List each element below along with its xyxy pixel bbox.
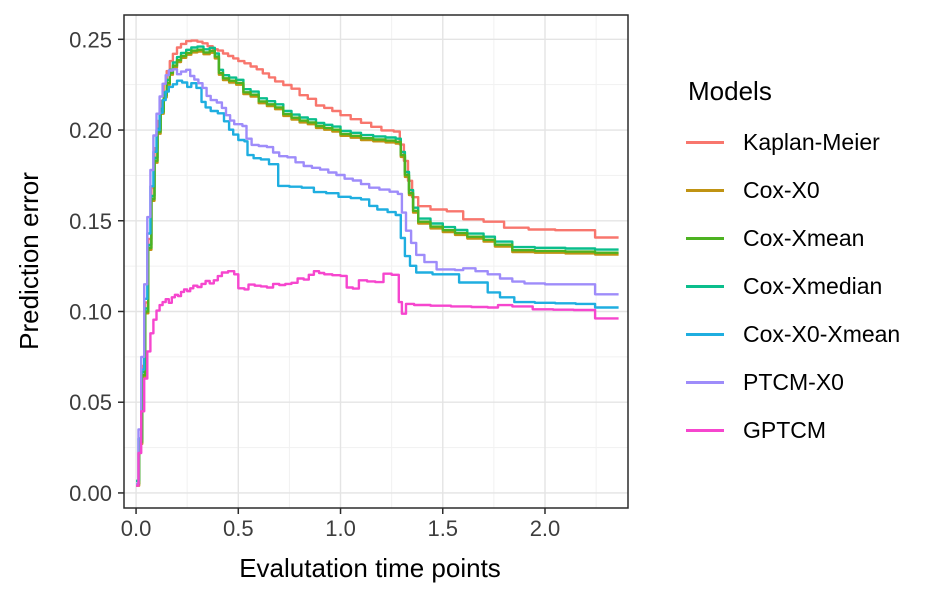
legend-item-ptcm-x0: PTCM-X0 xyxy=(686,358,900,406)
legend-swatch-kaplan-meier xyxy=(686,140,724,144)
legend-label: PTCM-X0 xyxy=(743,368,844,395)
y-axis-title: Prediction error xyxy=(14,172,44,350)
legend-swatch-cox-x0 xyxy=(686,188,724,192)
y-tick-label: 0.05 xyxy=(69,390,112,415)
legend-swatch-gptcm xyxy=(686,428,724,432)
legend-swatch-ptcm-x0 xyxy=(686,380,724,384)
legend-items: Kaplan-Meier Cox-X0 Cox-Xmean Cox-Xmedian Co… xyxy=(686,118,900,454)
legend-label: Cox-X0-Xmean xyxy=(743,320,901,347)
series-line-cox-x0 xyxy=(136,50,619,487)
legend-label: Cox-X0 xyxy=(743,176,820,203)
series-line-ptcm-x0 xyxy=(136,68,619,486)
y-tick-label: 0.00 xyxy=(69,481,112,506)
legend-label: Kaplan-Meier xyxy=(743,128,880,155)
legend-label: GPTCM xyxy=(743,416,827,443)
x-tick-label: 2.0 xyxy=(530,516,561,541)
prediction-error-chart: 0.0 0.5 1.0 1.5 2.00.000.050.100.150.200.25 … xyxy=(14,14,629,583)
series-layer xyxy=(136,39,619,487)
legend-item-gptcm: GPTCM xyxy=(686,406,900,454)
legend-swatch-cox-xmean xyxy=(686,236,724,240)
legend-item-cox-xmedian: Cox-Xmedian xyxy=(686,262,900,310)
x-tick-label: 0.0 xyxy=(121,516,152,541)
x-tick-label: 1.5 xyxy=(427,516,458,541)
y-tick-label: 0.20 xyxy=(69,118,112,143)
legend-item-cox-xmean: Cox-Xmean xyxy=(686,214,900,262)
legend-item-cox-x0: Cox-X0 xyxy=(686,166,900,214)
legend: Models Kaplan-Meier Cox-X0 Cox-Xmean Cox-Xm… xyxy=(686,76,900,454)
legend-label: Cox-Xmean xyxy=(743,224,865,251)
legend-item-kaplan-meier: Kaplan-Meier xyxy=(686,118,900,166)
legend-swatch-cox-x0-xmean xyxy=(686,332,724,336)
series-line-cox-x0-xmean xyxy=(136,79,619,486)
legend-title: Models xyxy=(688,76,772,106)
frame-layer: 0.0 0.5 1.0 1.5 2.0 0.00 0.05 0.10 0.15 0.20 0.25 xyxy=(69,14,629,541)
y-tick-label: 0.15 xyxy=(69,209,112,234)
y-tick-label: 0.25 xyxy=(69,27,112,52)
grid-layer xyxy=(124,15,628,508)
panel-border xyxy=(123,14,629,509)
series-line-cox-xmean xyxy=(136,48,619,486)
series-line-cox-xmedian xyxy=(136,45,619,482)
x-axis-title: Evalutation time points xyxy=(239,553,501,583)
y-tick-label: 0.10 xyxy=(69,299,112,324)
x-tick-label: 0.5 xyxy=(223,516,254,541)
series-line-gptcm xyxy=(136,270,619,487)
x-tick-label: 1.0 xyxy=(325,516,356,541)
legend-item-cox-x0-xmean: Cox-X0-Xmean xyxy=(686,310,900,358)
legend-label: Cox-Xmedian xyxy=(743,272,883,299)
legend-swatch-cox-xmedian xyxy=(686,284,724,288)
